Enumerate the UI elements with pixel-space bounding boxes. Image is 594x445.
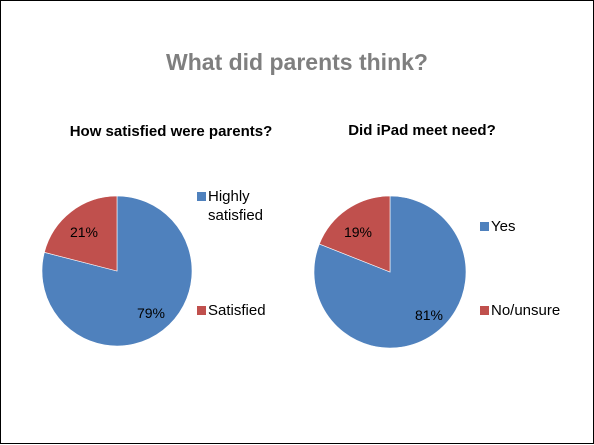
data-label: 81%	[415, 307, 443, 323]
data-label: 19%	[344, 224, 372, 240]
pie-slice-no-unsure	[318, 195, 391, 273]
data-label: 79%	[137, 305, 165, 321]
legend-swatch	[480, 222, 489, 231]
data-label: 21%	[70, 224, 98, 240]
legend-swatch	[197, 306, 206, 315]
chart-title-ipad-need: Did iPad meet need?	[348, 122, 496, 139]
legend-swatch	[480, 306, 489, 315]
legend-label: Satisfied	[208, 302, 266, 319]
slide-title: What did parents think?	[166, 49, 428, 75]
chart-title-satisfaction: How satisfied were parents?	[69, 123, 273, 140]
pie-slice-satisfied	[43, 195, 118, 272]
legend-label: No/unsure	[491, 302, 561, 319]
pie-slice-yes	[313, 195, 467, 349]
legend-swatch	[197, 192, 206, 201]
legend-label: Yes	[491, 218, 516, 235]
legend-label: Highly satisfied	[208, 188, 264, 224]
